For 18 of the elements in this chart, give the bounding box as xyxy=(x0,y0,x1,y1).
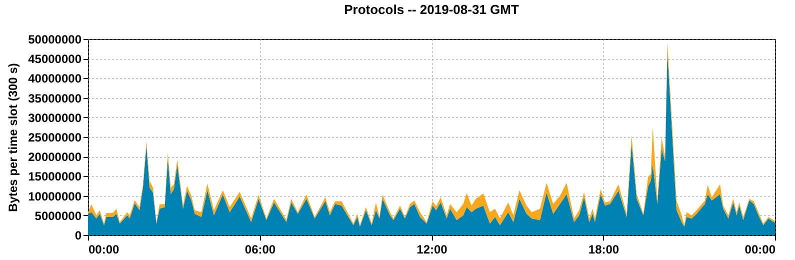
y-tick-label: 25000000 xyxy=(28,130,82,144)
x-tick-label: 12:00 xyxy=(416,242,448,256)
y-tick-label: 45000000 xyxy=(28,52,82,66)
y-tick-label: 0 xyxy=(74,228,82,242)
y-tick-label: 30000000 xyxy=(28,110,82,125)
x-tick-label: 00:00 xyxy=(88,242,120,256)
y-tick-label: 50000000 xyxy=(28,32,82,46)
y-tick-label: 10000000 xyxy=(28,189,82,204)
y-tick-label: 35000000 xyxy=(28,91,82,106)
chart-title: Protocols -- 2019-08-31 GMT xyxy=(344,2,519,17)
y-axis-title: Bytes per time slot (300 s) xyxy=(6,63,20,212)
x-tick-label: 00:00 xyxy=(744,242,776,256)
x-tick-label: 06:00 xyxy=(244,242,276,256)
y-tick-label: 20000000 xyxy=(28,150,82,164)
y-tick-label: 5000000 xyxy=(34,208,82,223)
x-tick-label: 18:00 xyxy=(588,242,620,256)
y-tick-label: 40000000 xyxy=(28,72,82,86)
y-tick-label: 15000000 xyxy=(28,170,82,184)
